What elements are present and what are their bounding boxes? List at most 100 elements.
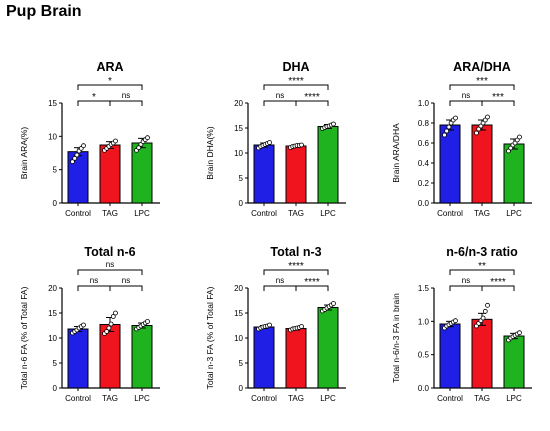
significance-label: **: [478, 261, 486, 272]
y-tick-label: 15: [48, 99, 57, 108]
significance-bracket: [449, 84, 515, 90]
bar-tag: [471, 318, 493, 389]
chart-title: ARA: [96, 60, 123, 74]
chart-title: Total n-6: [84, 245, 135, 259]
y-tick-label: 0: [239, 384, 244, 393]
x-tick-label: LPC: [134, 394, 150, 403]
chart-title: n-6/n-3 ratio: [446, 245, 518, 259]
y-tick-label: 1.0: [418, 99, 430, 108]
data-point: [70, 159, 75, 165]
significance-label: ns: [106, 260, 114, 269]
data-point: [485, 114, 490, 120]
data-point: [108, 321, 114, 327]
bar-lpc: [317, 307, 339, 389]
y-tick-label: 5: [53, 359, 58, 368]
chart-panel-1: DHA Brain DHA(%) 0 5 10 15 20 Control TAG LPC ns **…: [205, 60, 346, 218]
y-tick-label: 5: [53, 166, 58, 175]
x-tick-label: LPC: [506, 209, 522, 218]
x-tick-label: Control: [65, 209, 91, 218]
y-tick-label: 10: [234, 149, 243, 158]
y-tick-label: 0: [239, 199, 244, 208]
x-tick-label: Control: [251, 209, 277, 218]
y-axis-label: Brain ARA/DHA: [391, 123, 401, 183]
bar-control: [67, 151, 89, 204]
data-point: [453, 115, 458, 121]
significance-label: *: [108, 76, 112, 87]
y-axis-label: Brain ARA(%): [19, 127, 29, 180]
chart-title: ARA/DHA: [453, 60, 511, 74]
y-tick-label: 0: [53, 384, 58, 393]
x-tick-label: LPC: [320, 209, 336, 218]
y-axis-label: Total n-6 FA (% of Total FA): [19, 286, 29, 389]
y-tick-label: 20: [48, 284, 57, 293]
y-tick-label: 0.2: [418, 179, 430, 188]
bar-control: [253, 144, 275, 204]
significance-label: ns: [122, 91, 130, 100]
data-point: [299, 142, 304, 148]
bar-tag: [471, 124, 493, 204]
chart-title: Total n-3: [270, 245, 321, 259]
y-tick-label: 15: [234, 124, 243, 133]
data-point: [474, 130, 479, 136]
x-tick-label: TAG: [288, 209, 304, 218]
significance-bracket: [263, 84, 329, 90]
significance-bracket: [263, 285, 297, 291]
significance-bracket: [295, 100, 329, 106]
significance-label: ns: [276, 276, 284, 285]
significance-label: ****: [304, 277, 320, 288]
chart-title: DHA: [282, 60, 309, 74]
bar-tag: [285, 328, 307, 389]
y-tick-label: 0.8: [418, 119, 430, 128]
data-point: [331, 301, 336, 306]
data-point: [113, 138, 118, 144]
significance-bracket: [109, 285, 143, 291]
page-title: Pup Brain: [6, 3, 82, 20]
significance-bracket: [449, 269, 515, 275]
data-point: [267, 322, 272, 328]
significance-label: ns: [90, 276, 98, 285]
x-tick-label: TAG: [102, 209, 118, 218]
data-point: [517, 134, 522, 140]
significance-label: ns: [462, 91, 470, 100]
data-point: [331, 121, 336, 127]
significance-bracket: [449, 100, 483, 106]
chart-panel-3: Total n-6 Total n-6 FA (% of Total FA) 0 5 1…: [19, 245, 160, 403]
y-tick-label: 20: [234, 284, 243, 293]
data-point: [453, 318, 458, 324]
significance-label: ns: [122, 276, 130, 285]
data-point: [482, 308, 488, 314]
data-point: [267, 140, 272, 145]
significance-label: ***: [492, 92, 504, 103]
x-tick-label: TAG: [288, 394, 304, 403]
y-tick-label: 0.5: [418, 351, 430, 360]
x-tick-label: Control: [437, 394, 463, 403]
bar-lpc: [131, 325, 153, 389]
data-point: [72, 155, 78, 161]
chart-panel-4: Total n-3 Total n-3 FA (% of Total FA) 0 5 1…: [205, 245, 346, 403]
bar-lpc: [317, 126, 339, 204]
y-tick-label: 5: [239, 174, 244, 183]
data-point: [517, 330, 522, 336]
data-point: [480, 315, 486, 321]
significance-label: ***: [476, 76, 488, 87]
chart-panel-0: ARA Brain ARA(%) 0 5 10 15 Control TAG LPC * ns *: [19, 60, 160, 218]
bar-control: [253, 326, 275, 389]
significance-label: *: [92, 92, 96, 103]
significance-label: ****: [288, 76, 304, 87]
bar-control: [67, 328, 89, 389]
x-tick-label: TAG: [474, 394, 490, 403]
x-tick-label: Control: [65, 394, 91, 403]
x-tick-label: Control: [437, 209, 463, 218]
y-tick-label: 10: [48, 132, 57, 141]
x-tick-label: LPC: [506, 394, 522, 403]
data-point: [81, 322, 86, 328]
x-tick-label: TAG: [102, 394, 118, 403]
significance-bracket: [263, 100, 297, 106]
x-tick-label: TAG: [474, 209, 490, 218]
significance-label: ****: [490, 277, 506, 288]
significance-bracket: [109, 100, 143, 106]
y-tick-label: 15: [48, 309, 57, 318]
y-tick-label: 0.0: [418, 384, 430, 393]
